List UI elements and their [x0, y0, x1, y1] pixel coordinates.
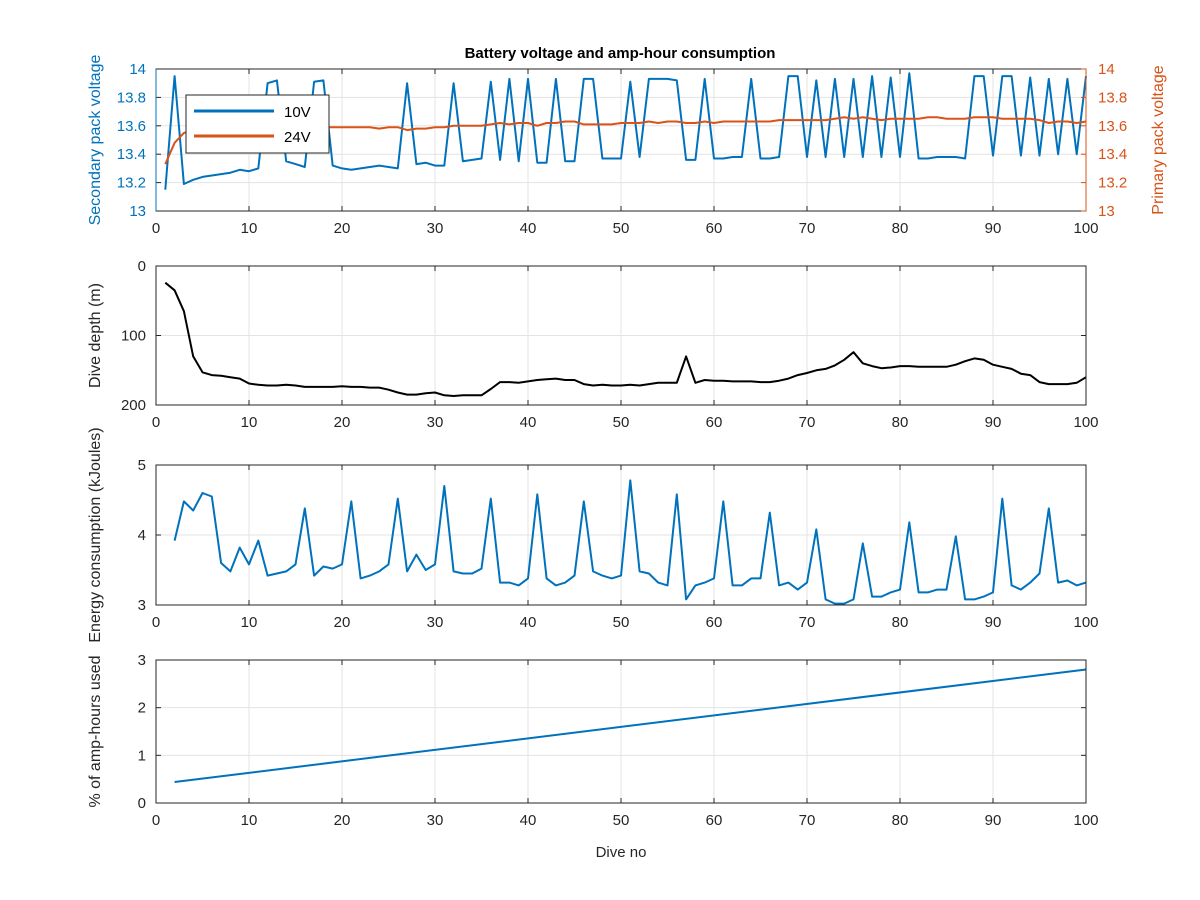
- y-tick-label: 0: [138, 258, 146, 275]
- plot-panel-2: 0 10 20 30 40 50 60 70 80 90 100 0 100 200 Dive depth …: [87, 258, 1099, 431]
- y-right-tick-label: 13.6: [1098, 118, 1127, 135]
- x-tick-label: 90: [985, 614, 1002, 631]
- x-tick-label: 30: [427, 614, 444, 631]
- plots-container: 0 10 20 30 40 50 60 70 80 90 1001313.213.413.613.8…: [87, 55, 1167, 861]
- x-tick-label: 40: [520, 812, 537, 829]
- plot-panel-4: 0 10 20 30 40 50 60 70 80 90 100 0 1 2 3 % of amp-hours…: [87, 652, 1099, 861]
- x-tick-label: 10: [241, 812, 258, 829]
- series-line-depth: [164, 281, 1087, 397]
- x-tick-label: 20: [334, 220, 351, 237]
- x-tick-label: 40: [520, 220, 537, 237]
- y-tick-label: 13.8: [117, 89, 146, 106]
- legend-label-10v: 10V: [284, 104, 311, 121]
- x-tick-label: 40: [520, 414, 537, 431]
- x-tick-label: 40: [520, 614, 537, 631]
- x-tick-label: 10: [241, 220, 258, 237]
- legend-box: [185, 94, 330, 154]
- y-tick-label: 13.4: [117, 146, 146, 163]
- x-tick-label: 100: [1073, 614, 1098, 631]
- x-tick-label: 10: [241, 414, 258, 431]
- x-tick-label: 50: [613, 414, 630, 431]
- series-line-amp-hours: [174, 668, 1087, 783]
- y-right-tick-label: 13.8: [1098, 89, 1127, 106]
- series-line-10v: [164, 72, 1087, 190]
- x-tick-label: 90: [985, 812, 1002, 829]
- x-tick-label: 30: [427, 414, 444, 431]
- y-right-tick-label: 13.4: [1098, 146, 1127, 163]
- x-tick-label: 60: [706, 220, 723, 237]
- y-tick-label: 13.6: [117, 118, 146, 135]
- x-tick-label: 30: [427, 812, 444, 829]
- x-tick-label: 100: [1073, 812, 1098, 829]
- plot-panel-1: 0 10 20 30 40 50 60 70 80 90 1001313.213.413.613.8…: [87, 55, 1167, 237]
- y-tick-label: 13: [129, 203, 146, 220]
- y-tick-label: 5: [138, 457, 146, 474]
- y-right-axis-label: Primary pack voltage: [1150, 65, 1167, 214]
- x-tick-label: 90: [985, 220, 1002, 237]
- x-tick-label: 90: [985, 414, 1002, 431]
- x-tick-label: 50: [613, 812, 630, 829]
- x-tick-label: 50: [613, 614, 630, 631]
- x-tick-label: 70: [799, 220, 816, 237]
- y-tick-label: 3: [138, 652, 146, 669]
- y-right-tick-label: 13.2: [1098, 175, 1127, 192]
- x-tick-label: 70: [799, 614, 816, 631]
- x-tick-label: 70: [799, 414, 816, 431]
- x-tick-label: 20: [334, 812, 351, 829]
- y-tick-label: 1: [138, 747, 146, 764]
- x-tick-label: 100: [1073, 414, 1098, 431]
- x-tick-label: 0: [152, 414, 160, 431]
- x-tick-label: 0: [152, 812, 160, 829]
- x-tick-label: 50: [613, 220, 630, 237]
- x-tick-label: 60: [706, 414, 723, 431]
- y-axis-label: % of amp-hours used: [87, 655, 104, 807]
- x-tick-label: 70: [799, 812, 816, 829]
- series-line-energy: [173, 479, 1087, 605]
- y-tick-label: 13.2: [117, 175, 146, 192]
- y-tick-label: 3: [138, 597, 146, 614]
- x-tick-label: 60: [706, 614, 723, 631]
- y-tick-label: 200: [121, 397, 146, 414]
- x-tick-label: 80: [892, 414, 909, 431]
- x-tick-label: 80: [892, 614, 909, 631]
- figure-title: Battery voltage and amp-hour consumption: [465, 45, 776, 62]
- x-tick-label: 30: [427, 220, 444, 237]
- x-tick-label: 10: [241, 614, 258, 631]
- y-tick-label: 2: [138, 700, 146, 717]
- y-tick-label: 4: [138, 527, 146, 544]
- plot-panel-3: 0 10 20 30 40 50 60 70 80 90 100 3 4 5 Energy consumpt…: [87, 427, 1099, 642]
- y-tick-label: 100: [121, 328, 146, 345]
- y-axis-label: Dive depth (m): [87, 283, 104, 388]
- x-tick-label: 100: [1073, 220, 1098, 237]
- legend-label-24v: 24V: [284, 129, 311, 146]
- y-right-tick-label: 14: [1098, 61, 1115, 78]
- x-tick-label: 20: [334, 414, 351, 431]
- x-tick-label: 80: [892, 220, 909, 237]
- x-tick-label: 0: [152, 220, 160, 237]
- x-tick-label: 20: [334, 614, 351, 631]
- x-tick-label: 0: [152, 614, 160, 631]
- x-tick-label: 80: [892, 812, 909, 829]
- y-axis-label: Energy consumption (kJoules): [87, 427, 104, 642]
- y-axis-label: Secondary pack voltage: [87, 55, 104, 226]
- y-tick-label: 0: [138, 795, 146, 812]
- x-tick-label: 60: [706, 812, 723, 829]
- y-tick-label: 14: [129, 61, 146, 78]
- y-right-tick-label: 13: [1098, 203, 1115, 220]
- x-axis-label: Dive no: [596, 844, 647, 861]
